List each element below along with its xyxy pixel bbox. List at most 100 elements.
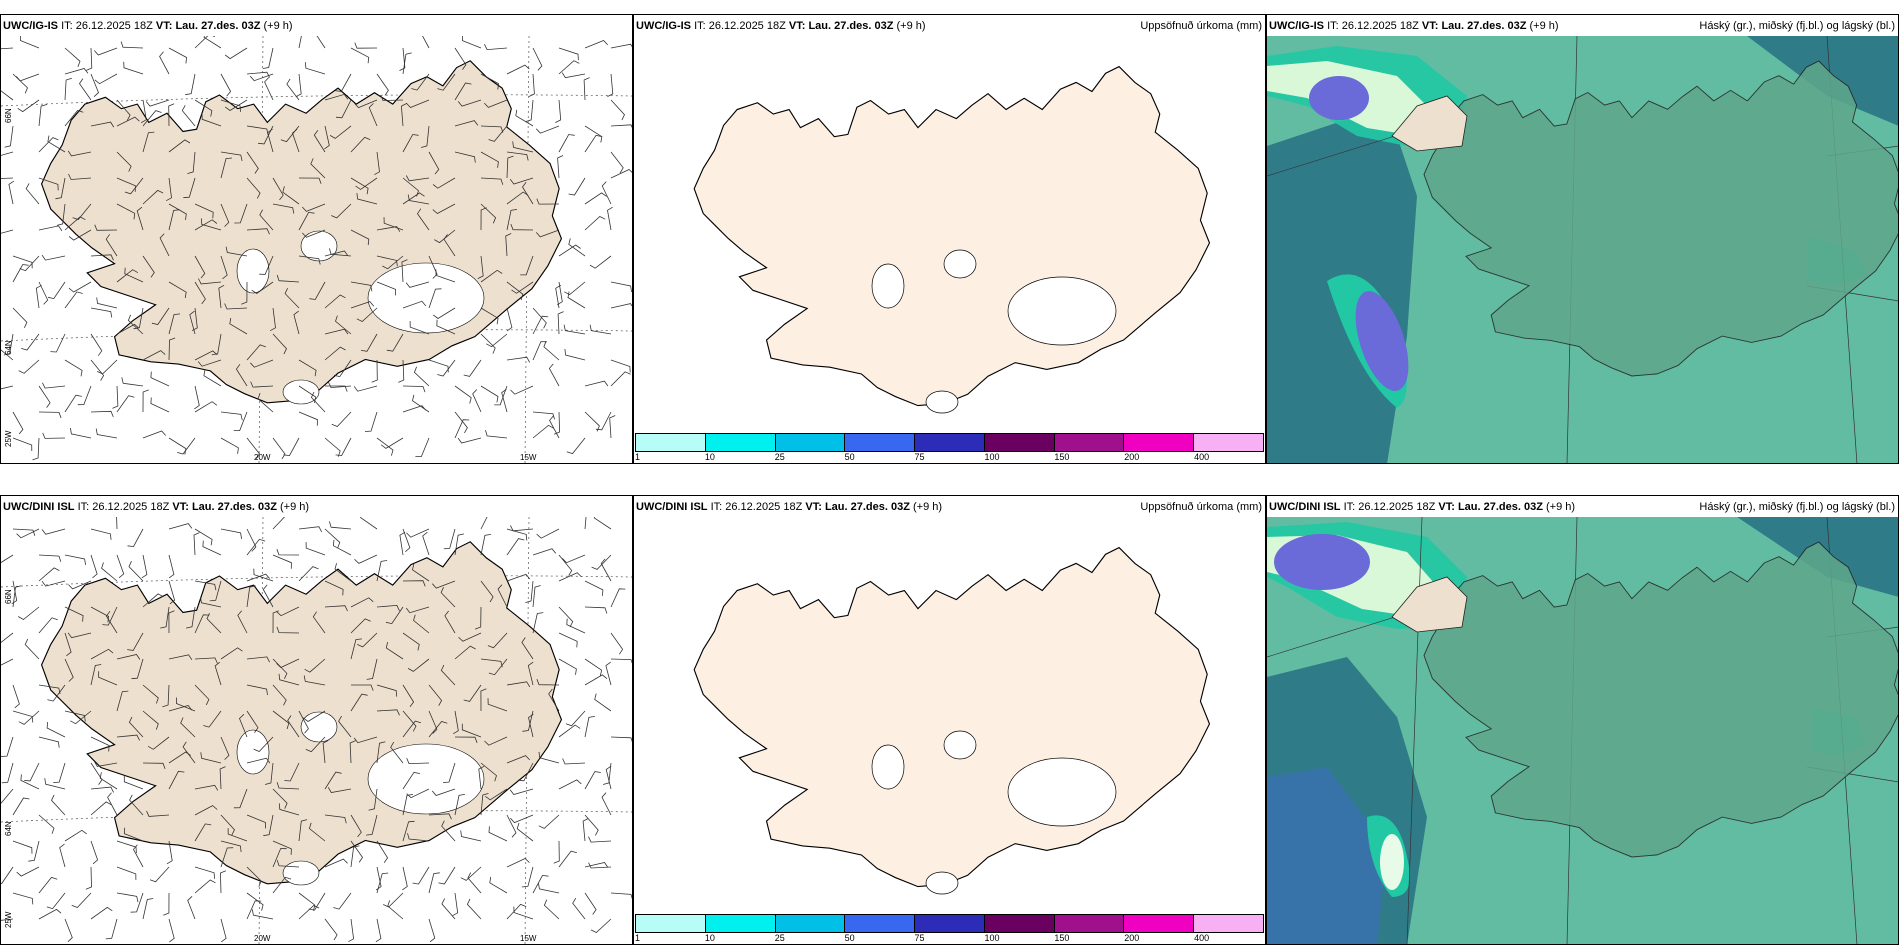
wind-barb (584, 862, 609, 868)
wind-barb (272, 610, 279, 634)
wind-barb (413, 614, 430, 634)
wind-barb (428, 151, 440, 175)
wind-barb (402, 528, 411, 553)
wind-barb (506, 281, 524, 301)
wind-barb (90, 664, 102, 686)
wind-barb (480, 269, 503, 283)
wind-barbs (1, 517, 632, 943)
wind-barb (246, 573, 271, 582)
wind-barb (203, 36, 222, 49)
wind-barb (355, 177, 378, 190)
wind-barb (460, 830, 482, 842)
wind-barb (298, 177, 322, 184)
wind-barb (380, 437, 404, 449)
wind-barb (1, 866, 14, 884)
wind-barb (357, 632, 378, 648)
wind-barb (510, 385, 534, 395)
wind-barb (511, 281, 534, 294)
wind-barb (67, 632, 92, 639)
wind-barb (584, 814, 599, 836)
wind-barb (584, 716, 595, 738)
wind-barb (558, 572, 582, 582)
wind-barb (181, 105, 196, 127)
wind-barb (380, 94, 404, 101)
wind-barb (116, 203, 136, 220)
wind-barb (356, 193, 378, 205)
wind-barb (601, 181, 612, 205)
wind-barb (64, 47, 81, 68)
wind-barb (590, 918, 612, 933)
wind-barb (90, 554, 98, 579)
panel-title: UWC/DINI ISL IT: 26.12.2025 18Z VT: Lau.… (1269, 501, 1576, 513)
wind-barb (251, 281, 274, 294)
wind-barb (1, 736, 14, 757)
wind-barb (506, 681, 531, 688)
wind-barb (532, 341, 547, 361)
wind-barb (329, 521, 352, 530)
wind-barb (124, 177, 144, 195)
colorbar-tick-label: 200 (1124, 452, 1140, 462)
wind-barb (460, 866, 482, 881)
colorbar-swatch (1054, 915, 1125, 932)
wind-barb (538, 751, 560, 764)
wind-barb (484, 736, 508, 746)
wind-barb (443, 528, 456, 550)
wind-barb (402, 684, 415, 708)
wind-barb (278, 673, 300, 686)
wind-barb (168, 203, 187, 220)
wind-barb (133, 844, 144, 868)
wind-barb (211, 333, 222, 356)
wind-barb (246, 710, 259, 733)
wind-barb (90, 359, 105, 381)
wind-barb (246, 656, 270, 663)
wind-barb (220, 847, 234, 868)
wind-barb (24, 638, 40, 660)
cloud-map-panel-row1: UWC/IG-IS IT: 26.12.2025 18Z VT: Lau. 27… (1266, 14, 1899, 464)
wind-barb (276, 606, 300, 617)
wind-barb (219, 870, 227, 894)
wind-barb (282, 186, 300, 205)
wind-barb (253, 568, 274, 582)
wind-barb (406, 757, 430, 765)
wind-barb (21, 333, 40, 351)
wind-barb (506, 755, 530, 764)
wind-barb (607, 73, 614, 97)
wind-barb (350, 177, 369, 195)
wind-barb (90, 528, 112, 540)
wind-barb (220, 157, 233, 179)
precip-field-label: Uppsöfnuð úrkoma (mm) (1140, 501, 1262, 513)
wind-barb (382, 255, 404, 270)
wind-barb (293, 310, 300, 335)
wind-barb (47, 281, 66, 300)
wind-barb (259, 209, 274, 231)
wind-barb (68, 580, 92, 590)
wind-barb (505, 233, 512, 257)
wind-barb (548, 363, 560, 387)
wind-barb (79, 78, 92, 101)
wind-barb (116, 892, 139, 903)
wind-barb (494, 385, 508, 406)
wind-barb-map (1, 517, 632, 944)
wind-barb (402, 820, 415, 842)
wind-barb (350, 638, 362, 660)
wind-barb (150, 397, 170, 413)
colorbar-tick-label: 75 (914, 452, 925, 462)
wind-barb (38, 567, 60, 582)
wind-barb (409, 321, 430, 335)
panel-header: UWC/IG-IS IT: 26.12.2025 18Z VT: Lau. 27… (1267, 15, 1898, 36)
wind-barb (348, 918, 355, 943)
colorbar-swatch (636, 915, 706, 932)
wind-barb (12, 264, 29, 283)
wind-barb (441, 820, 456, 842)
wind-barb (64, 554, 86, 565)
wind-barb (428, 872, 440, 894)
wind-barb (1, 658, 14, 666)
wind-barb (194, 385, 200, 410)
wind-barb (411, 73, 430, 91)
wind-barb (402, 632, 420, 651)
lon-label-20w: 20W (254, 453, 271, 462)
wind-barb (452, 710, 459, 735)
colorbar-swatch (775, 915, 846, 932)
wind-barb (182, 741, 196, 764)
wind-barb (398, 359, 405, 383)
